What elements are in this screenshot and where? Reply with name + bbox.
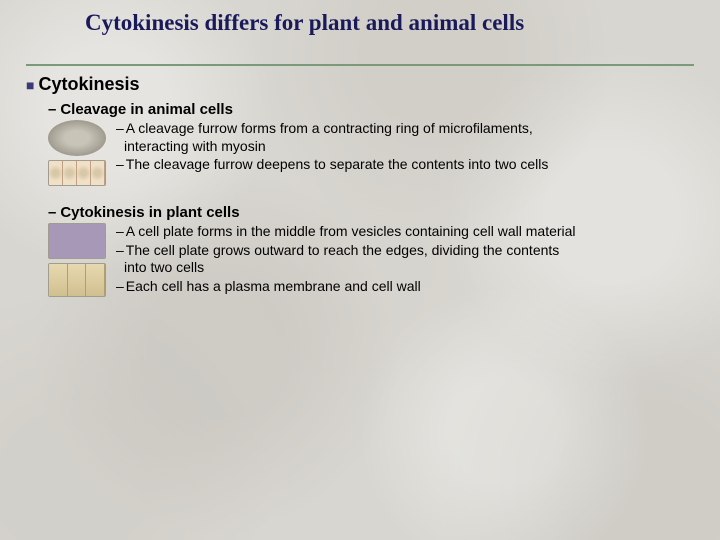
sub-heading-2: –Cytokinesis in plant cells — [48, 204, 700, 221]
section-2-body: –A cell plate forms in the middle from v… — [48, 223, 700, 297]
main-bullet-text: Cytokinesis — [38, 74, 139, 94]
s2-b1: A cell plate forms in the middle from ve… — [126, 223, 576, 239]
s1-b1a: A cleavage furrow forms from a contracti… — [126, 120, 533, 136]
plant-cell-micrograph-image — [48, 223, 106, 259]
thumb-column-1 — [48, 120, 110, 186]
section-2-text: –A cell plate forms in the middle from v… — [116, 223, 700, 296]
dash-icon: – — [116, 156, 124, 172]
dash-icon: – — [48, 101, 56, 118]
plant-cells-diagram-image — [48, 263, 106, 297]
sub-heading-1: –Cleavage in animal cells — [48, 101, 700, 118]
animal-cell-furrow-image — [48, 120, 106, 156]
s2-b2a: The cell plate grows outward to reach th… — [126, 242, 559, 258]
section-1-body: –A cleavage furrow forms from a contract… — [48, 120, 700, 186]
thumb-column-2 — [48, 223, 110, 297]
section-1-text: –A cleavage furrow forms from a contract… — [116, 120, 700, 175]
dash-icon: – — [116, 223, 124, 239]
s2-b2b: into two cells — [116, 259, 700, 277]
dash-icon: – — [116, 120, 124, 136]
sub-heading-2-text: Cytokinesis in plant cells — [60, 204, 239, 221]
animal-cells-diagram-image — [48, 160, 106, 186]
slide-title: Cytokinesis differs for plant and animal… — [0, 0, 720, 36]
main-bullet: ■Cytokinesis — [26, 74, 700, 95]
dash-icon: – — [48, 204, 56, 221]
bullet-square-icon: ■ — [26, 77, 34, 93]
content-area: ■Cytokinesis –Cleavage in animal cells –… — [0, 66, 720, 297]
s2-b3: Each cell has a plasma membrane and cell… — [126, 278, 421, 294]
s1-b2: The cleavage furrow deepens to separate … — [126, 156, 549, 172]
dash-icon: – — [116, 278, 124, 294]
s1-b1b: interacting with myosin — [116, 138, 700, 156]
dash-icon: – — [116, 242, 124, 258]
sub-heading-1-text: Cleavage in animal cells — [60, 101, 233, 118]
